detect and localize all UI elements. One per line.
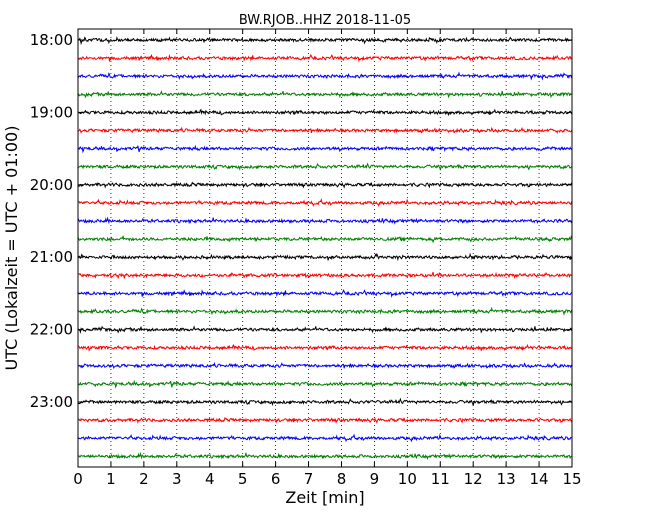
trace-line: [77, 53, 573, 63]
trace-line: [77, 433, 573, 443]
y-tick-label: 22:00: [30, 321, 73, 339]
x-tick-label: 7: [304, 470, 314, 488]
y-tick-label: 19:00: [30, 103, 73, 121]
x-tick-label: 4: [205, 470, 215, 488]
trace-line: [77, 89, 573, 99]
x-tick-label: 3: [172, 470, 182, 488]
x-tick-label: 5: [238, 470, 248, 488]
x-tick-label: 2: [139, 470, 149, 488]
y-axis-label: UTC (Lokalzeit = UTC + 01:00): [2, 126, 21, 371]
x-tick-label: 6: [271, 470, 281, 488]
trace-line: [77, 289, 573, 299]
trace-line: [77, 397, 573, 407]
x-tick-label: 9: [370, 470, 380, 488]
y-tick-label: 23:00: [30, 393, 73, 411]
y-axis: 18:00 19:00 20:00 21:00 22:00 23:00: [30, 31, 572, 411]
x-tick-label: 10: [398, 470, 417, 488]
x-tick-label: 13: [497, 470, 516, 488]
trace-line: [77, 162, 573, 171]
trace-line: [77, 36, 573, 46]
trace-line: [77, 216, 573, 225]
trace-line: [77, 252, 573, 262]
trace-line: [77, 306, 573, 317]
y-tick-label: 21:00: [30, 248, 73, 266]
y-tick-label: 18:00: [30, 31, 73, 49]
trace-line: [77, 416, 573, 425]
trace-line: [77, 235, 573, 244]
x-tick-label: 8: [337, 470, 347, 488]
trace-line: [77, 361, 573, 370]
x-tick-label: 15: [562, 470, 581, 488]
trace-group: [77, 36, 573, 461]
x-tick-label: 1: [106, 470, 116, 488]
x-axis-label: Zeit [min]: [285, 488, 364, 507]
trace-line: [77, 343, 573, 352]
trace-line: [77, 126, 573, 134]
trace-line: [77, 108, 573, 116]
trace-line: [78, 144, 573, 154]
trace-line: [77, 181, 573, 189]
trace-line: [77, 451, 573, 461]
chart-title: BW.RJOB..HHZ 2018-11-05: [239, 13, 411, 28]
trace-line: [77, 271, 573, 280]
x-tick-label: 0: [73, 470, 83, 488]
x-tick-label: 12: [464, 470, 483, 488]
x-tick-label: 11: [431, 470, 450, 488]
x-tick-label: 14: [530, 470, 549, 488]
trace-line: [77, 325, 573, 334]
y-tick-label: 20:00: [30, 176, 73, 194]
trace-line: [77, 198, 573, 207]
x-axis: 0 1 2 3 4 5 6 7 8 9 10 11 12 13 14 15: [73, 29, 582, 488]
trace-line: [77, 71, 573, 81]
trace-line: [77, 379, 573, 389]
plot-frame: [77, 28, 573, 468]
